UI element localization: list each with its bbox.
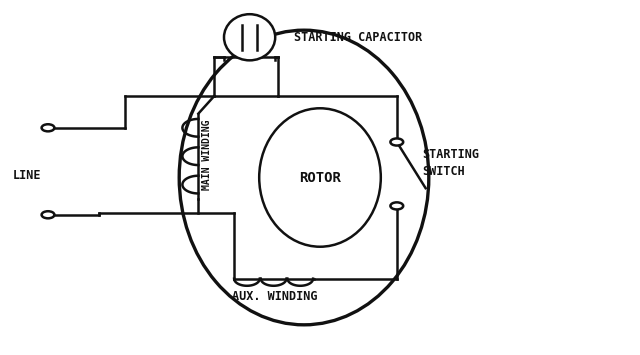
Text: AUX. WINDING: AUX. WINDING <box>232 290 318 303</box>
Circle shape <box>390 202 403 209</box>
Text: LINE: LINE <box>13 169 42 182</box>
Circle shape <box>390 138 403 146</box>
Circle shape <box>42 211 54 218</box>
Text: MAIN WINDING: MAIN WINDING <box>202 119 212 190</box>
Ellipse shape <box>224 14 275 60</box>
Text: STARTING
SWITCH: STARTING SWITCH <box>422 148 479 178</box>
Text: STARTING CAPACITOR: STARTING CAPACITOR <box>294 31 422 44</box>
Text: ROTOR: ROTOR <box>299 170 341 185</box>
Circle shape <box>42 124 54 131</box>
